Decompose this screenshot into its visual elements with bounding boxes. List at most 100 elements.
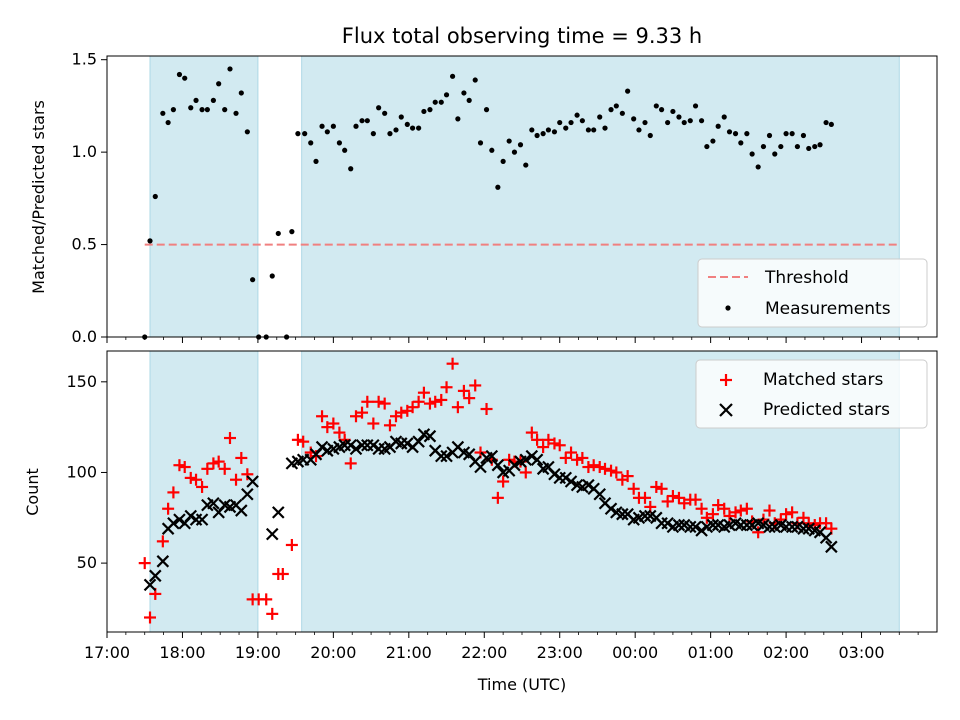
cross-b	[474, 460, 487, 474]
x-tick-label: 20:00	[310, 643, 356, 662]
matched-star-point	[266, 607, 279, 620]
top-legend-box	[697, 258, 928, 328]
measurement-point	[176, 71, 183, 78]
cross-b	[797, 522, 810, 535]
bottom-legend-box	[695, 359, 928, 429]
predicted-star-point	[706, 518, 720, 532]
cross-b	[184, 509, 198, 523]
x-tick-label: 18:00	[159, 643, 205, 662]
cross-b	[740, 518, 754, 532]
predicted-star-point	[167, 516, 180, 530]
measurement-point	[726, 129, 733, 135]
predicted-star-point	[672, 518, 686, 532]
legend-predicted-swatch	[719, 403, 733, 417]
measurement-point	[222, 107, 228, 113]
cross-b	[672, 518, 686, 532]
predicted-star-point	[367, 438, 380, 452]
predicted-star-point	[519, 453, 533, 467]
matched-star-point	[138, 557, 151, 570]
measurement-point	[579, 118, 585, 124]
legend-predicted-label: Predicted stars	[763, 400, 890, 420]
matched-star-point	[423, 397, 436, 410]
cross-b	[757, 518, 770, 532]
predicted-star-point	[525, 449, 539, 463]
matched-star-point	[491, 491, 504, 504]
measurement-point	[324, 129, 330, 135]
y-tick-label: 1.5	[72, 50, 97, 69]
measurement-point	[427, 107, 433, 113]
cross-b	[195, 513, 209, 526]
cross-b	[485, 449, 499, 463]
cross-b	[587, 482, 600, 496]
matched-star-point	[571, 453, 584, 466]
matched-star-point	[178, 461, 191, 474]
measurement-point	[687, 118, 693, 124]
matched-star-point	[291, 433, 304, 446]
matched-star-point	[316, 410, 329, 423]
matched-star-point	[650, 480, 663, 493]
predicted-star-point	[485, 449, 499, 463]
measurement-point	[529, 127, 535, 133]
matched-star-point	[593, 461, 606, 474]
predicted-star-point	[401, 437, 414, 450]
measurement-point	[204, 107, 210, 113]
matched-star-point	[729, 506, 742, 519]
matched-star-point	[285, 538, 298, 551]
predicted-star-point	[548, 467, 561, 481]
cross-b	[344, 438, 357, 452]
matched-star-point	[412, 395, 425, 408]
predicted-star-point	[740, 518, 754, 532]
cross-b	[491, 458, 505, 472]
cross-b	[462, 448, 476, 461]
cross-b	[661, 516, 674, 530]
matched-star-point	[706, 508, 719, 521]
matched-star-point	[451, 401, 464, 414]
measurement-point	[188, 105, 194, 111]
cross-b	[621, 507, 634, 521]
matched-star-point	[712, 499, 725, 512]
cross-b	[355, 438, 369, 452]
matched-star-point	[537, 441, 550, 454]
measurement-point	[828, 121, 834, 128]
measurement-point	[602, 125, 608, 131]
matched-star-point	[531, 433, 544, 446]
predicted-star-point	[235, 504, 248, 517]
cross-b	[729, 516, 742, 530]
x-axis-label: Time (UTC)	[477, 675, 566, 694]
cross-b	[610, 506, 623, 519]
cross-b	[598, 497, 612, 510]
measurement-point	[409, 125, 416, 131]
measurement-point	[416, 125, 422, 131]
measurement-point	[710, 138, 716, 144]
measurement-point	[376, 105, 382, 111]
measurement-point	[269, 273, 275, 279]
x-tick-label: 23:00	[537, 643, 583, 662]
matched-star-point	[740, 502, 753, 515]
measurement-point	[495, 184, 501, 190]
matched-star-point	[383, 419, 396, 432]
cross-b	[389, 435, 403, 448]
predicted-star-point	[661, 516, 674, 530]
cross-b	[785, 520, 799, 534]
measurement-point	[382, 110, 388, 116]
measurement-point	[342, 147, 348, 153]
matched-star-point	[610, 466, 623, 479]
cross-b	[207, 497, 220, 510]
ratio-panel: 0.0 0.5 1.0 1.5 Matched/Predicted stars Thr…	[29, 50, 938, 346]
measurement-point	[489, 147, 495, 153]
cross-b	[149, 569, 162, 583]
matched-star-point	[666, 490, 679, 503]
matched-star-point	[678, 497, 691, 510]
cross-b	[367, 438, 380, 452]
matched-star-point	[241, 468, 254, 481]
measurement-point	[563, 125, 569, 131]
measurement-point	[449, 73, 456, 79]
predicted-star-point	[207, 497, 220, 510]
measurement-point	[302, 131, 308, 137]
predicted-star-point	[825, 540, 838, 554]
matched-star-point	[167, 486, 180, 499]
matched-star-point	[429, 395, 442, 408]
observing-window	[149, 55, 259, 338]
predicted-star-point	[508, 458, 521, 472]
measurement-point	[574, 112, 580, 118]
